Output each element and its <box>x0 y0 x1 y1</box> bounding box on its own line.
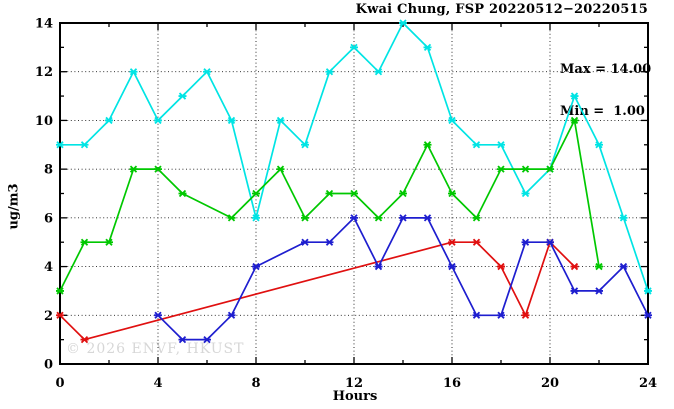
series-blue-marker <box>546 238 554 246</box>
series-red-marker <box>570 262 579 271</box>
series-cyan-marker <box>80 141 89 149</box>
series-blue-marker <box>399 214 407 222</box>
series-green-marker <box>154 165 162 173</box>
stat-min: Min = 1.00 <box>560 104 645 119</box>
series-cyan-marker <box>301 141 309 149</box>
series-blue-marker <box>178 336 187 344</box>
series-green-marker <box>178 189 187 198</box>
x-tick-label: 0 <box>55 376 64 391</box>
series-blue-marker <box>350 214 358 222</box>
y-tick-label: 4 <box>44 260 53 275</box>
series-blue-marker <box>423 214 432 222</box>
series-cyan-marker <box>276 116 285 125</box>
series-blue-marker <box>570 287 579 295</box>
series-green-marker <box>350 189 358 198</box>
series-blue-marker <box>301 238 309 246</box>
series-blue-marker <box>325 238 334 246</box>
series-green-marker <box>227 214 236 222</box>
series-cyan-marker <box>374 68 383 76</box>
chart-title: Kwai Chung, FSP 20220512−20220515 <box>355 2 648 17</box>
x-tick-label: 4 <box>153 376 162 391</box>
stat-max: Max = 14.00 <box>560 62 652 77</box>
x-tick-label: 20 <box>541 376 559 391</box>
x-tick-label: 8 <box>251 376 260 391</box>
y-tick-label: 14 <box>35 17 53 32</box>
series-cyan-marker <box>56 141 64 149</box>
y-tick-label: 0 <box>44 358 53 373</box>
series-cyan-marker <box>570 92 579 100</box>
series-green-marker <box>129 165 138 173</box>
series-green-marker <box>80 238 89 246</box>
series-green-line <box>59 119 600 292</box>
series-blue-marker <box>448 262 456 271</box>
series-cyan-marker <box>154 116 162 125</box>
series-blue-marker <box>227 311 236 319</box>
series-red-marker <box>497 262 505 271</box>
series-green-marker <box>472 214 481 222</box>
series-green-marker <box>56 287 64 295</box>
series-blue-marker <box>154 311 162 319</box>
series-green-marker <box>595 262 603 271</box>
series-cyan-marker <box>521 189 530 198</box>
series-cyan-marker <box>595 141 603 149</box>
series-cyan-marker <box>227 116 236 125</box>
series-cyan-marker <box>325 68 334 76</box>
series-red-line <box>59 241 576 341</box>
series-green-marker <box>325 189 334 198</box>
series-blue-marker <box>521 238 530 246</box>
series-cyan-marker <box>423 43 432 51</box>
series-blue-marker <box>497 311 505 319</box>
series-cyan-marker <box>619 214 628 222</box>
x-tick-label: 16 <box>443 376 461 391</box>
series-red-marker <box>521 311 530 319</box>
series-green-marker <box>276 165 285 173</box>
x-axis-label: Hours <box>332 389 378 404</box>
series-blue-marker <box>252 262 260 271</box>
watermark: © 2026 ENVF, HKUST <box>66 341 245 357</box>
x-tick-label: 24 <box>639 376 657 391</box>
series-green-marker <box>301 214 309 222</box>
series-blue-marker <box>472 311 481 319</box>
series-green-marker <box>399 189 407 198</box>
series-cyan-marker <box>497 141 505 149</box>
series-cyan-marker <box>448 116 456 125</box>
series-green-marker <box>546 165 554 173</box>
series-green-marker <box>497 165 505 173</box>
series-cyan-marker <box>105 116 113 125</box>
series-green-marker <box>521 165 530 173</box>
series-cyan-marker <box>129 68 138 76</box>
y-tick-label: 12 <box>35 65 53 80</box>
series-green-marker <box>105 238 113 246</box>
series-blue-marker <box>644 311 652 319</box>
stats-box: Max = 14.00 Min = 1.00 <box>560 35 651 147</box>
series-cyan-marker <box>350 43 358 51</box>
series-red-marker <box>56 311 64 319</box>
series-cyan-marker <box>399 19 407 27</box>
series-cyan-marker <box>252 214 260 222</box>
series-green-marker <box>570 116 579 125</box>
y-tick-label: 6 <box>44 211 53 226</box>
series-red-marker <box>472 238 481 246</box>
series-cyan-marker <box>203 68 211 76</box>
y-tick-label: 2 <box>44 309 53 324</box>
y-tick-label: 8 <box>44 163 53 178</box>
series-blue-line <box>157 217 649 341</box>
series-red-marker <box>448 238 456 246</box>
series-blue-marker <box>619 262 628 271</box>
x-tick-label: 12 <box>345 376 363 391</box>
series-green-marker <box>252 189 260 198</box>
series-green-marker <box>448 189 456 198</box>
series-blue-marker <box>203 336 211 344</box>
series-cyan-marker <box>178 92 187 100</box>
series-cyan-marker <box>644 287 652 295</box>
series-green-marker <box>374 214 383 222</box>
series-blue-marker <box>374 262 383 271</box>
series-green-marker <box>423 141 432 149</box>
series-blue-marker <box>595 287 603 295</box>
series-cyan-marker <box>472 141 481 149</box>
series-red-marker <box>80 336 89 344</box>
y-tick-label: 10 <box>35 114 53 129</box>
